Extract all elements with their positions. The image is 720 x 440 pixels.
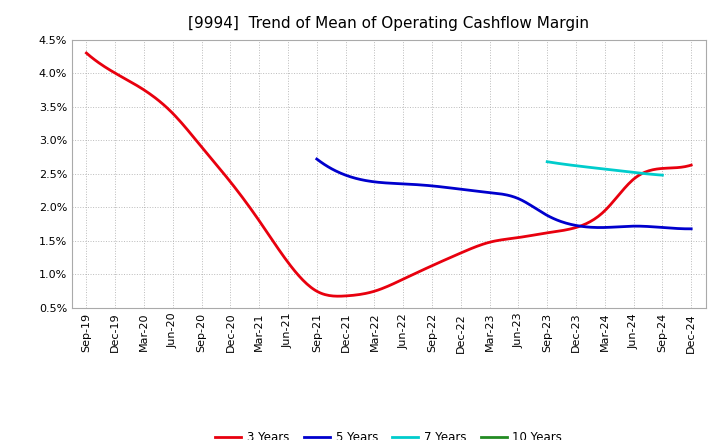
3 Years: [444, 256, 453, 261]
7 Years: [658, 172, 667, 178]
5 Years: [628, 224, 636, 229]
Line: 3 Years: 3 Years: [86, 53, 691, 296]
5 Years: [314, 158, 323, 163]
7 Years: [640, 171, 649, 176]
5 Years: [687, 226, 696, 231]
Line: 7 Years: 7 Years: [547, 162, 662, 175]
Legend: 3 Years, 5 Years, 7 Years, 10 Years: 3 Years, 5 Years, 7 Years, 10 Years: [210, 427, 567, 440]
3 Years: [632, 174, 641, 180]
3 Years: [687, 162, 696, 168]
7 Years: [611, 168, 620, 173]
3 Years: [84, 52, 93, 57]
7 Years: [613, 168, 622, 173]
5 Years: [534, 208, 543, 213]
3 Years: [594, 214, 603, 219]
3 Years: [442, 257, 451, 262]
3 Years: [82, 51, 91, 56]
5 Years: [541, 212, 550, 217]
7 Years: [544, 159, 552, 165]
7 Years: [647, 172, 656, 177]
5 Years: [685, 226, 693, 231]
Line: 5 Years: 5 Years: [317, 159, 691, 229]
Title: [9994]  Trend of Mean of Operating Cashflow Margin: [9994] Trend of Mean of Operating Cashfl…: [189, 16, 589, 32]
7 Years: [543, 159, 552, 165]
5 Years: [652, 224, 660, 230]
3 Years: [335, 293, 343, 299]
7 Years: [611, 168, 620, 173]
3 Years: [454, 251, 463, 257]
5 Years: [536, 208, 544, 213]
5 Years: [312, 156, 321, 161]
